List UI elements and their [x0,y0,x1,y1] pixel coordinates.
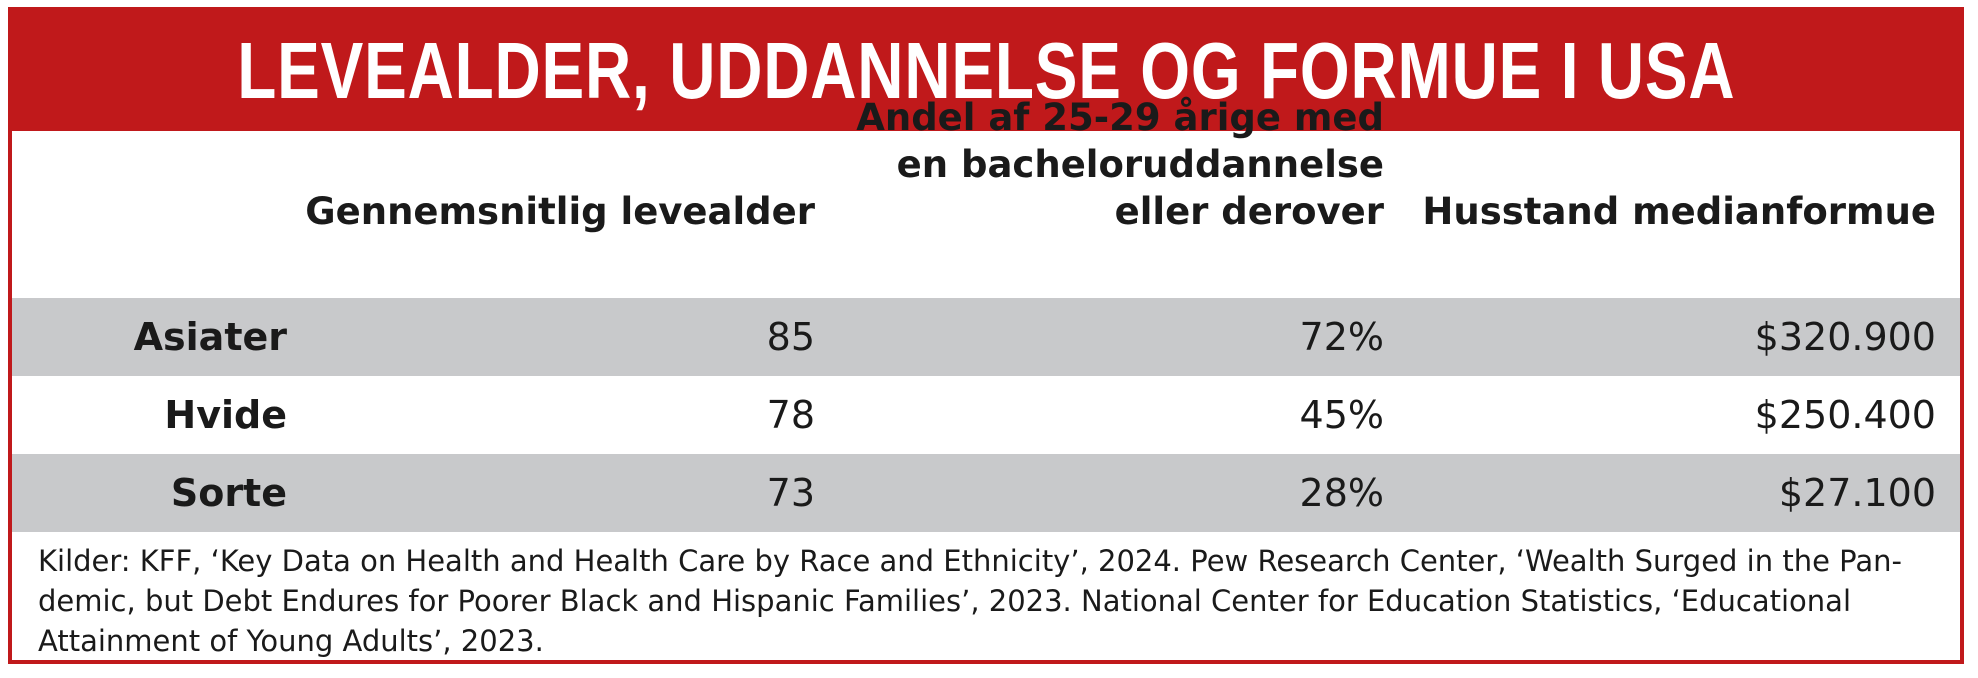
title-banner: LEVEALDER, UDDANNELSE OG FORMUE I USA [12,11,1960,131]
infographic-frame: LEVEALDER, UDDANNELSE OG FORMUE I USA Ge… [8,7,1964,664]
source-line: Attainment of Young Adults’, 2023. [38,624,544,658]
column-header-median-wealth: Husstand medianformue [1422,188,1936,235]
page-title: LEVEALDER, UDDANNELSE OG FORMUE I USA [236,26,1736,115]
table-row: Hvide 78 45% $250.400 [12,376,1960,454]
bachelor-share-cell: 72% [1299,315,1384,359]
column-header-line: en bacheloruddannelse [896,143,1384,186]
column-header-life-expectancy: Gennemsnitlig levealder [305,188,815,235]
life-expectancy-cell: 85 [766,315,815,359]
row-label: Hvide [164,393,287,437]
bachelor-share-cell: 45% [1299,393,1384,437]
row-label: Sorte [170,471,287,515]
bachelor-share-cell: 28% [1299,471,1384,515]
median-wealth-cell: $250.400 [1754,393,1936,437]
life-expectancy-cell: 78 [766,393,815,437]
row-label: Asiater [133,315,287,359]
median-wealth-cell: $320.900 [1754,315,1936,359]
source-note: Kilder: KFF, ‘Key Data on Health and Hea… [38,541,1938,661]
source-line: demic, but Debt Endures for Poorer Black… [38,584,1851,618]
life-expectancy-cell: 73 [766,471,815,515]
median-wealth-cell: $27.100 [1778,471,1936,515]
column-header-line: eller derover [1114,190,1384,233]
source-line: Kilder: KFF, ‘Key Data on Health and Hea… [38,544,1902,578]
column-header-bachelor-share: Andel af 25-29 årige med en bachelorudda… [856,94,1384,235]
table-row: Sorte 73 28% $27.100 [12,454,1960,532]
column-header-line: Andel af 25-29 årige med [856,96,1384,139]
column-header-line: Gennemsnitlig levealder [305,190,815,233]
table-row: Asiater 85 72% $320.900 [12,298,1960,376]
column-header-line: Husstand medianformue [1422,190,1936,233]
